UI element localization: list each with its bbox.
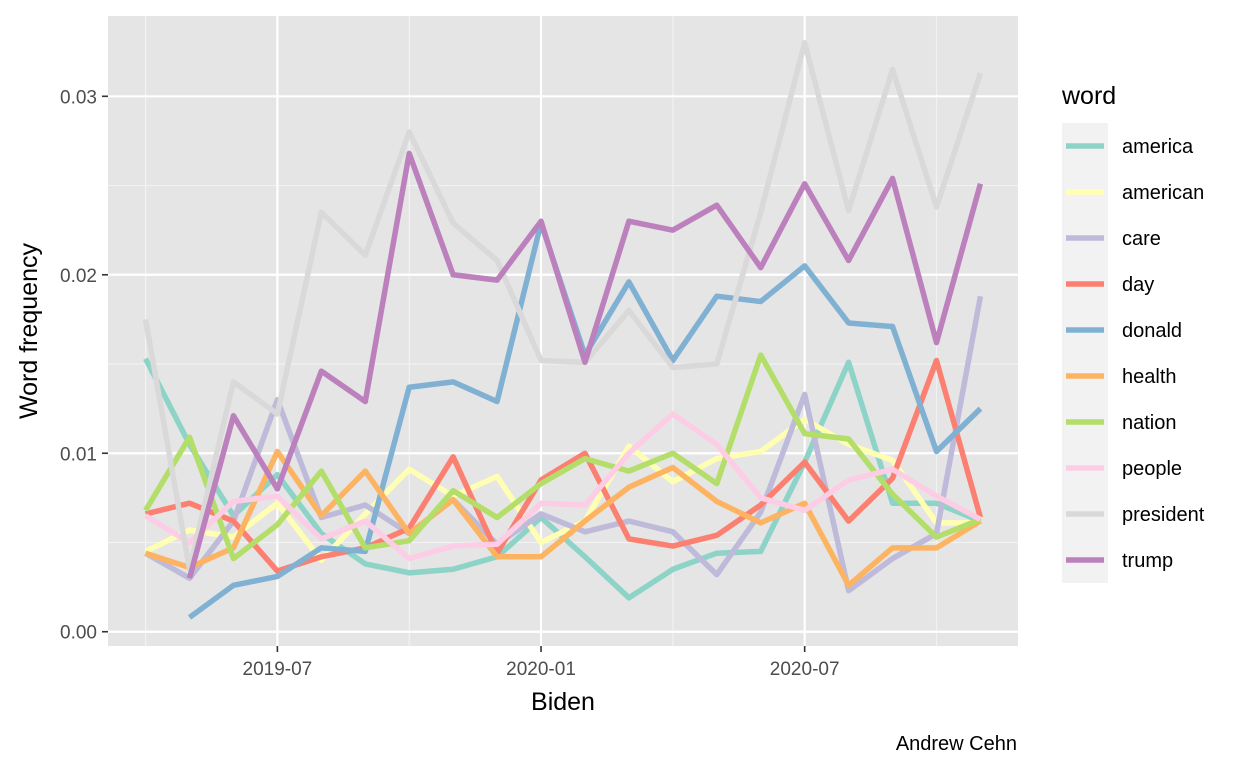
legend-label-health: health xyxy=(1122,366,1177,388)
series-line-president xyxy=(142,40,984,573)
x-tick-label: 2020-07 xyxy=(770,659,840,680)
legend-key-background xyxy=(1062,123,1108,583)
legend-label-donald: donald xyxy=(1122,320,1182,342)
legend-label-care: care xyxy=(1122,228,1161,250)
x-tick-label: 2020-01 xyxy=(506,659,576,680)
legend: word america american care day donald health n… xyxy=(1061,82,1205,583)
legend-items: america american care day donald health nation… xyxy=(1066,136,1205,572)
y-tick-label: 0.03 xyxy=(60,87,97,108)
series-line-trump xyxy=(186,150,984,579)
legend-label-people: people xyxy=(1122,458,1182,480)
legend-label-day: day xyxy=(1122,274,1154,296)
y-tick-label: 0.00 xyxy=(60,623,97,644)
legend-label-american: american xyxy=(1122,182,1204,204)
y-tick-label: 0.01 xyxy=(60,444,97,465)
legend-title: word xyxy=(1061,82,1116,110)
caption: Andrew Cehn xyxy=(896,733,1017,755)
y-axis: 0.00 0.01 0.02 0.03 xyxy=(60,87,108,644)
legend-label-america: america xyxy=(1122,136,1194,158)
series-line-nation xyxy=(143,352,982,562)
x-axis-title: Biden xyxy=(531,688,595,716)
x-axis: 2019-07 2020-01 2020-07 xyxy=(243,646,840,680)
series-line-people xyxy=(144,411,982,562)
legend-label-president: president xyxy=(1122,504,1205,526)
series-lines xyxy=(142,40,984,620)
series-line-care xyxy=(144,295,984,594)
legend-label-trump: trump xyxy=(1122,550,1173,572)
y-tick-label: 0.02 xyxy=(60,266,97,287)
x-tick-label: 2019-07 xyxy=(243,659,313,680)
y-axis-title: Word frequency xyxy=(15,242,43,419)
legend-label-nation: nation xyxy=(1122,412,1177,434)
